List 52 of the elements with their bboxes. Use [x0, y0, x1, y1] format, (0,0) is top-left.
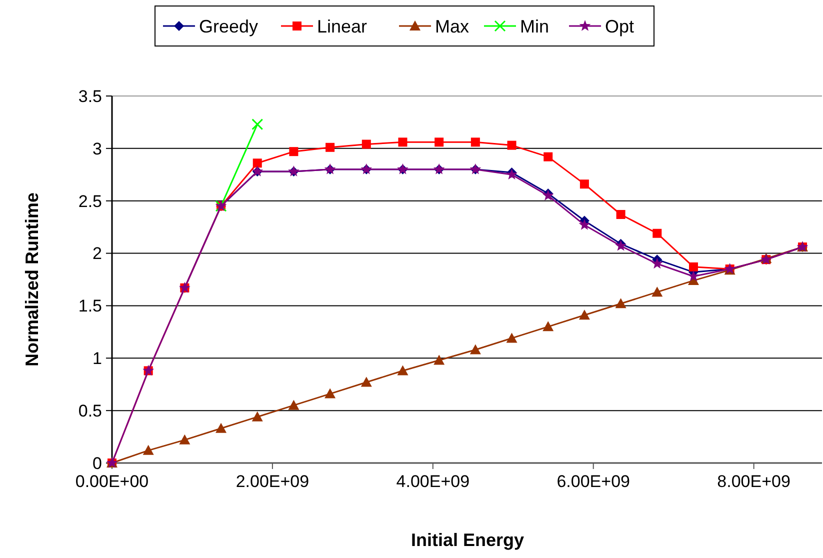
point — [651, 258, 663, 269]
y-tick-label: 1.5 — [78, 296, 102, 316]
x-tick-label: 6.00E+09 — [556, 472, 630, 491]
x-tick-label: 8.00E+09 — [717, 472, 790, 491]
point — [362, 140, 371, 149]
point — [252, 118, 264, 130]
point — [179, 434, 190, 444]
point — [288, 400, 300, 410]
y-tick-label: 1 — [92, 349, 102, 368]
legend-label: Min — [520, 16, 550, 36]
point — [688, 270, 700, 282]
y-tick-label: 2.5 — [78, 192, 102, 211]
point — [506, 332, 518, 343]
point — [578, 310, 590, 320]
point — [434, 138, 444, 147]
legend-label: Greedy — [199, 16, 258, 36]
point — [580, 180, 589, 189]
y-tick-label: 2 — [92, 244, 102, 264]
y-tick-label: 3 — [92, 139, 102, 158]
point — [507, 140, 516, 150]
point — [616, 210, 626, 219]
point — [542, 321, 554, 332]
point — [142, 444, 154, 455]
legend-label: Linear — [317, 16, 368, 36]
point — [216, 422, 227, 433]
legend-label: Opt — [605, 16, 634, 36]
point — [434, 354, 445, 365]
point — [470, 138, 480, 147]
point — [326, 142, 335, 152]
y-tick-label: 0.5 — [78, 402, 102, 421]
point — [615, 298, 626, 308]
x-axis-title: Initial Energy — [410, 530, 524, 550]
point — [324, 388, 336, 398]
y-tick-label: 0 — [92, 454, 102, 473]
point — [398, 138, 408, 147]
point — [652, 228, 662, 238]
point — [688, 262, 698, 272]
point — [578, 218, 590, 230]
point — [397, 365, 408, 376]
point — [252, 158, 262, 168]
point — [652, 286, 663, 297]
point — [289, 147, 298, 156]
x-tick-label: 0.00E+00 — [75, 472, 149, 491]
point — [470, 344, 481, 354]
legend-label: Max — [435, 16, 470, 36]
x-tick-label: 4.00E+09 — [396, 472, 470, 491]
point — [360, 376, 372, 387]
y-axis-title: Normalized Runtime — [22, 192, 42, 367]
y-tick-label: 3.5 — [78, 86, 102, 106]
point — [544, 152, 553, 162]
x-tick-label: 2.00E+09 — [236, 472, 310, 491]
point — [252, 411, 263, 422]
